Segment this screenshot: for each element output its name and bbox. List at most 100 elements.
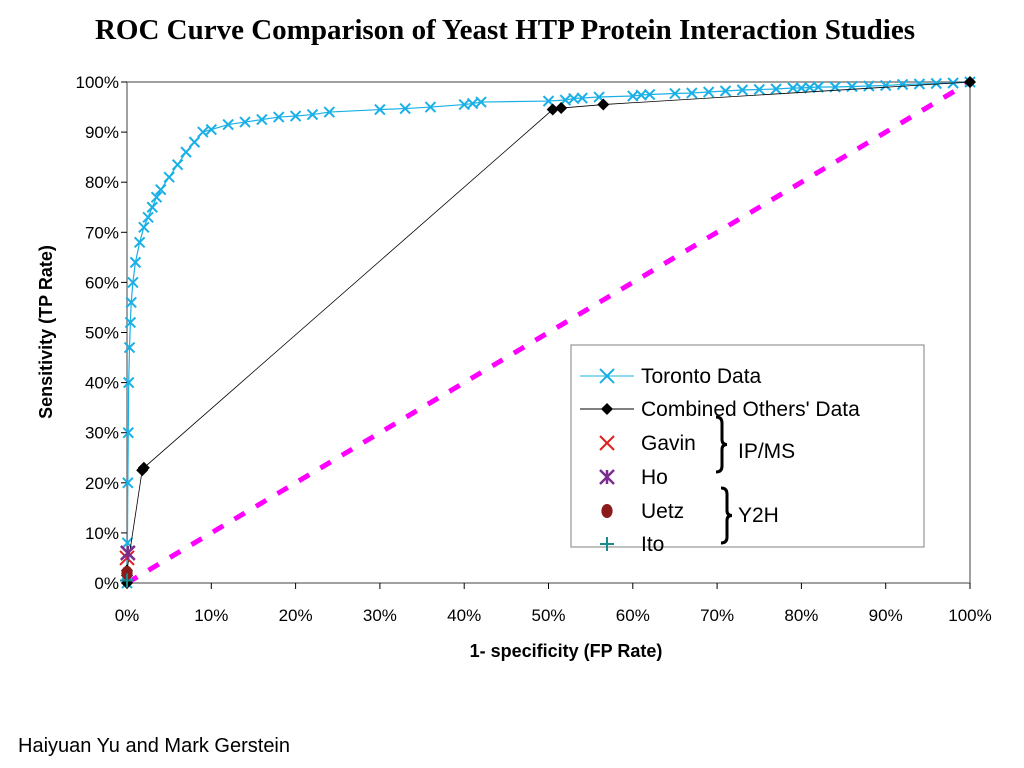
legend-box bbox=[570, 344, 925, 548]
marker-stroke bbox=[239, 116, 251, 128]
y-tick-label: 60% bbox=[85, 273, 119, 292]
marker-stroke bbox=[399, 102, 411, 115]
legend-marker-toronto-data bbox=[599, 368, 615, 384]
data-point bbox=[205, 123, 218, 136]
y-tick-label: 50% bbox=[85, 324, 119, 343]
marker-stroke bbox=[599, 368, 615, 384]
marker-stroke bbox=[122, 477, 134, 489]
marker-stroke bbox=[576, 92, 588, 104]
slide-title: ROC Curve Comparison of Yeast HTP Protei… bbox=[94, 14, 916, 46]
marker-stroke bbox=[686, 87, 698, 99]
data-point bbox=[555, 102, 568, 115]
data-point bbox=[222, 118, 234, 131]
marker-stroke bbox=[163, 171, 175, 183]
data-point bbox=[289, 110, 302, 122]
marker-stroke bbox=[146, 201, 158, 213]
data-point bbox=[475, 96, 487, 108]
marker-stroke bbox=[458, 98, 470, 111]
data-point bbox=[719, 85, 732, 97]
data-point bbox=[576, 92, 588, 104]
data-point bbox=[374, 103, 386, 116]
series-toronto-data bbox=[121, 76, 976, 589]
y-tick-label: 90% bbox=[85, 123, 119, 142]
marker-stroke bbox=[719, 85, 732, 97]
y-tick-label: 70% bbox=[85, 223, 119, 242]
marker-stroke bbox=[770, 83, 782, 95]
data-point bbox=[122, 426, 134, 439]
marker-stroke bbox=[188, 136, 201, 148]
marker-stroke bbox=[125, 296, 137, 309]
marker-stroke bbox=[753, 83, 765, 96]
data-point bbox=[323, 106, 336, 118]
data-point bbox=[546, 103, 559, 116]
series-ho bbox=[119, 545, 136, 561]
y-tick-label: 40% bbox=[85, 374, 119, 393]
series-uetz bbox=[121, 565, 133, 580]
data-point bbox=[125, 296, 137, 309]
marker-stroke bbox=[795, 82, 808, 94]
x-tick-label: 10% bbox=[194, 606, 228, 625]
y-tick-label: 0% bbox=[94, 574, 119, 593]
x-tick-label: 20% bbox=[279, 606, 313, 625]
x-tick-label: 70% bbox=[700, 606, 734, 625]
marker-stroke bbox=[879, 79, 892, 92]
marker-stroke bbox=[568, 92, 580, 105]
marker-stroke bbox=[222, 118, 234, 131]
marker-stroke bbox=[306, 108, 319, 121]
marker-stroke bbox=[930, 77, 942, 90]
marker-stroke bbox=[787, 82, 799, 94]
marker-stroke bbox=[289, 110, 302, 122]
marker-stroke bbox=[913, 78, 926, 90]
data-point bbox=[121, 565, 133, 580]
marker-stroke bbox=[599, 435, 615, 451]
marker-stroke bbox=[122, 426, 134, 439]
x-tick-label: 80% bbox=[784, 606, 818, 625]
data-point bbox=[702, 86, 715, 98]
y-tick-label: 80% bbox=[85, 173, 119, 192]
axes-layer: 0% 10% 20% 30% 40% 50% 60% 70% 80% 90% 100% 0% 10% 20… bbox=[76, 73, 992, 625]
marker-stroke bbox=[127, 276, 139, 289]
legend-marker-uetz bbox=[601, 504, 613, 518]
x-tick-label: 100% bbox=[948, 606, 991, 625]
marker-stroke bbox=[542, 95, 555, 107]
legend: Toronto Data Combined Others' Data Gavin Ho… bbox=[570, 344, 925, 556]
data-point bbox=[753, 83, 765, 96]
data-point bbox=[597, 98, 610, 111]
series-ito bbox=[120, 573, 134, 588]
data-point bbox=[197, 126, 209, 138]
marker-stroke bbox=[635, 89, 647, 101]
legend-label-toronto-data: Toronto Data bbox=[641, 365, 762, 388]
x-axis-title: 1- specificity (FP Rate) bbox=[470, 641, 663, 661]
x-tick-label: 60% bbox=[616, 606, 650, 625]
data-point bbox=[119, 545, 136, 561]
marker-stroke bbox=[812, 81, 824, 93]
marker-stroke bbox=[256, 113, 268, 126]
data-point bbox=[686, 87, 698, 99]
data-point bbox=[150, 191, 163, 203]
marker-stroke bbox=[593, 91, 605, 103]
legend-marker-ho bbox=[599, 469, 615, 485]
marker-stroke bbox=[896, 78, 909, 91]
data-point bbox=[863, 80, 875, 92]
marker-stroke bbox=[804, 81, 816, 94]
author-credit: Haiyuan Yu and Mark Gerstein bbox=[18, 735, 291, 757]
data-point bbox=[306, 108, 319, 121]
marker-stroke bbox=[627, 90, 639, 102]
x-tick-label: 40% bbox=[447, 606, 481, 625]
data-point bbox=[129, 256, 142, 269]
marker-stroke bbox=[424, 101, 437, 113]
data-point bbox=[122, 477, 134, 489]
marker-stroke bbox=[133, 236, 146, 249]
y-axis-title: Sensitivity (TP Rate) bbox=[36, 245, 56, 419]
marker-stroke bbox=[205, 123, 218, 136]
legend-group-brace bbox=[715, 415, 728, 474]
legend-marker-ito bbox=[600, 537, 614, 551]
marker-stroke bbox=[323, 106, 336, 118]
data-point bbox=[180, 146, 192, 158]
legend-label-ho: Ho bbox=[641, 466, 668, 489]
marker-stroke bbox=[142, 211, 154, 223]
legend-label-uetz: Uetz bbox=[641, 500, 684, 523]
data-point bbox=[138, 221, 150, 233]
data-point bbox=[122, 376, 135, 389]
